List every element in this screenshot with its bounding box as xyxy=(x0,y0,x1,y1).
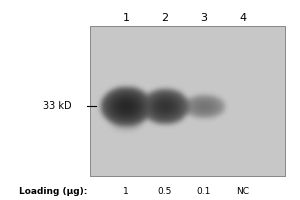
Bar xyxy=(90,26,285,176)
Text: 1: 1 xyxy=(122,13,130,23)
Text: 2: 2 xyxy=(161,13,169,23)
Text: Loading (µg):: Loading (µg): xyxy=(19,188,87,196)
Text: 3: 3 xyxy=(200,13,208,23)
Text: 33 kD: 33 kD xyxy=(44,101,72,111)
Text: NC: NC xyxy=(236,188,250,196)
Text: 0.5: 0.5 xyxy=(158,188,172,196)
Text: 4: 4 xyxy=(239,13,247,23)
Text: 0.1: 0.1 xyxy=(197,188,211,196)
Text: 1: 1 xyxy=(123,188,129,196)
FancyBboxPatch shape xyxy=(90,26,285,176)
